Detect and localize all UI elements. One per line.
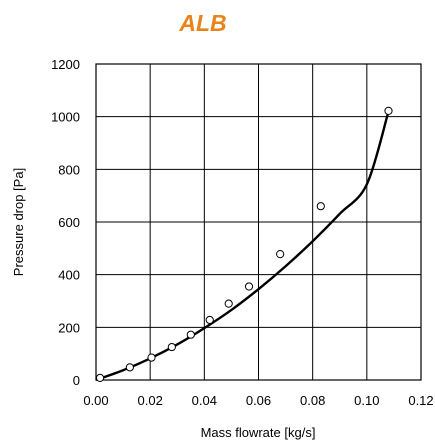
data-point [276, 250, 285, 259]
y-tick-label: 600 [58, 215, 80, 230]
y-tick-label: 200 [58, 320, 80, 335]
x-tick-label: 0.10 [354, 393, 379, 408]
data-point [384, 106, 393, 115]
plot-area [95, 63, 422, 381]
chart-title: ALB [178, 10, 226, 36]
data-point [147, 353, 156, 362]
data-point [167, 342, 176, 352]
x-tick-label: 0.06 [246, 393, 271, 408]
y-tick-label: 400 [58, 268, 80, 283]
y-tick-label: 800 [58, 162, 80, 177]
data-point [244, 282, 254, 291]
x-tick-label: 0.02 [138, 393, 163, 408]
data-point [125, 363, 134, 372]
fit-curve-line [95, 111, 390, 382]
data-point [95, 373, 105, 382]
data-points [95, 106, 393, 382]
y-tick-label: 1000 [51, 110, 80, 125]
data-point [224, 299, 233, 308]
y-axis-ticks: 0 200 400 600 800 1000 1200 [51, 57, 80, 388]
y-axis-label: Pressure drop [Pa] [11, 168, 26, 276]
x-axis-label: Mass flowrate [kg/s] [201, 425, 316, 440]
x-tick-label: 0.04 [192, 393, 217, 408]
data-point [205, 315, 214, 325]
data-point [316, 202, 325, 211]
y-tick-label: 1200 [51, 57, 80, 72]
x-tick-label: 0.00 [83, 393, 108, 408]
grid [95, 63, 422, 381]
data-point [186, 330, 195, 339]
x-axis-ticks: 0.00 0.02 0.04 0.06 0.08 0.10 0.12 [83, 393, 433, 408]
x-tick-label: 0.12 [408, 393, 433, 408]
y-tick-label: 0 [73, 373, 80, 388]
x-tick-label: 0.08 [300, 393, 325, 408]
